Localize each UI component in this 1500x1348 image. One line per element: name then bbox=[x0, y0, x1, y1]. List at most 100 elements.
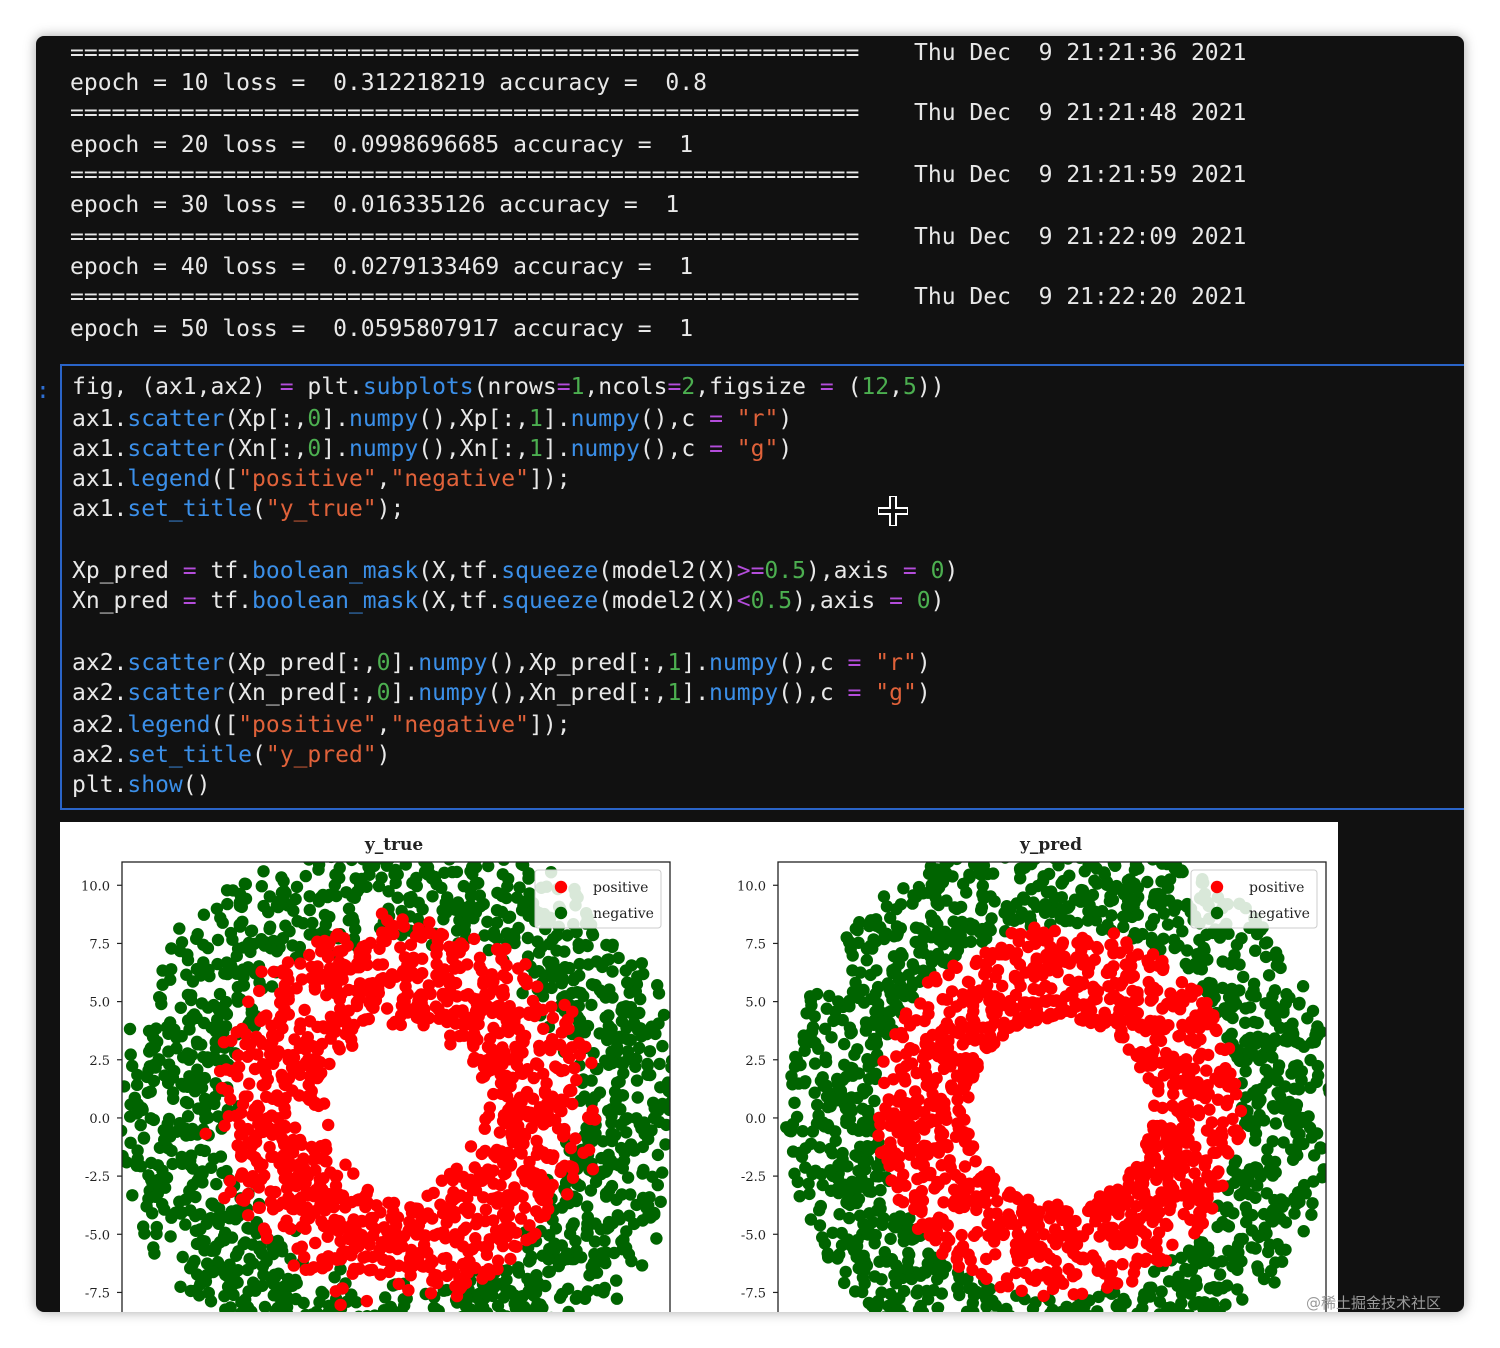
scatter-point-negative bbox=[1147, 912, 1161, 926]
scatter-point-negative bbox=[179, 1218, 192, 1231]
code-line[interactable]: ax2.set_title("y_pred") bbox=[72, 742, 391, 768]
scatter-point-positive bbox=[1067, 1288, 1080, 1301]
scatter-point-positive bbox=[1047, 1009, 1061, 1022]
code-line[interactable]: ax1.scatter(Xn[:,0].numpy(),Xn[:,1].nump… bbox=[72, 436, 793, 462]
scatter-point-positive bbox=[322, 1188, 336, 1201]
scatter-point-negative bbox=[126, 1059, 139, 1073]
scatter-point-positive bbox=[481, 1163, 495, 1176]
scatter-point-positive bbox=[307, 1153, 320, 1167]
code-line[interactable]: ax2.legend(["positive","negative"]); bbox=[72, 712, 571, 738]
scatter-point-positive bbox=[387, 1196, 401, 1210]
scatter-point-negative bbox=[635, 1259, 649, 1272]
scatter-point-negative bbox=[864, 968, 877, 982]
scatter-point-negative bbox=[142, 1169, 155, 1182]
scatter-point-positive bbox=[258, 1169, 271, 1182]
scatter-point-negative bbox=[826, 1226, 839, 1239]
scatter-point-negative bbox=[210, 902, 224, 915]
scatter-point-negative bbox=[256, 1260, 270, 1273]
scatter-point-negative bbox=[224, 926, 238, 940]
scatter-point-negative bbox=[1261, 1154, 1275, 1167]
scatter-point-positive bbox=[566, 1171, 580, 1184]
scatter-point-negative bbox=[897, 1284, 911, 1298]
scatter-point-negative bbox=[221, 1270, 234, 1283]
scatter-point-negative bbox=[286, 939, 299, 952]
scatter-point-positive bbox=[916, 1052, 930, 1065]
chart-title: y_true bbox=[364, 835, 424, 855]
scatter-point-negative bbox=[323, 910, 336, 924]
code-line[interactable]: Xn_pred = tf.boolean_mask(X,tf.squeeze(m… bbox=[72, 588, 945, 614]
scatter-point-positive bbox=[905, 1057, 919, 1070]
scatter-point-negative bbox=[1008, 914, 1021, 927]
scatter-point-negative bbox=[854, 966, 867, 979]
scatter-point-positive bbox=[495, 1087, 508, 1100]
scatter-point-positive bbox=[1128, 1014, 1141, 1027]
scatter-point-negative bbox=[1239, 1002, 1252, 1015]
scatter-point-positive bbox=[412, 1011, 425, 1025]
scatter-point-positive bbox=[1164, 987, 1177, 1000]
code-line[interactable]: Xp_pred = tf.boolean_mask(X,tf.squeeze(m… bbox=[72, 558, 959, 584]
scatter-point-negative bbox=[602, 1104, 615, 1117]
scatter-point-positive bbox=[895, 1068, 908, 1082]
scatter-point-positive bbox=[540, 1195, 554, 1209]
scatter-point-negative bbox=[588, 1091, 602, 1104]
scatter-point-negative bbox=[823, 989, 836, 1003]
scatter-point-negative bbox=[925, 878, 938, 892]
scatter-point-negative bbox=[289, 892, 302, 906]
scatter-point-negative bbox=[245, 1305, 258, 1312]
scatter-point-positive bbox=[558, 998, 571, 1012]
scatter-point-negative bbox=[976, 935, 989, 948]
scatter-point-negative bbox=[988, 835, 1000, 847]
scatter-point-positive bbox=[428, 1268, 441, 1282]
scatter-point-negative bbox=[855, 1172, 868, 1185]
scatter-point-positive bbox=[577, 1146, 590, 1159]
scatter-point-negative bbox=[331, 831, 343, 843]
scatter-point-negative bbox=[212, 1110, 225, 1123]
scatter-point-negative bbox=[1311, 1069, 1325, 1082]
scatter-point-negative bbox=[567, 1217, 580, 1230]
code-line[interactable]: plt.show() bbox=[72, 772, 211, 798]
scatter-point-negative bbox=[1239, 1065, 1252, 1078]
scatter-point-negative bbox=[661, 1076, 670, 1089]
scatter-point-negative bbox=[1145, 1281, 1158, 1294]
scatter-point-negative bbox=[800, 1007, 813, 1020]
scatter-point-negative bbox=[1215, 1255, 1229, 1268]
scatter-point-positive bbox=[1147, 981, 1161, 994]
scatter-point-negative bbox=[1260, 1076, 1273, 1089]
scatter-point-negative bbox=[805, 1035, 818, 1049]
scatter-point-positive bbox=[1226, 1112, 1239, 1126]
scatter-point-negative bbox=[391, 891, 404, 904]
scatter-point-negative bbox=[150, 1227, 163, 1241]
scatter-point-negative bbox=[309, 839, 321, 851]
scatter-point-negative bbox=[1102, 840, 1114, 852]
scatter-point-negative bbox=[275, 1240, 288, 1254]
scatter-point-positive bbox=[508, 1239, 521, 1253]
scatter-point-negative bbox=[1305, 1208, 1318, 1221]
scatter-point-positive bbox=[467, 932, 481, 946]
scatter-point-positive bbox=[1210, 1024, 1223, 1038]
scatter-point-positive bbox=[558, 1159, 571, 1172]
code-line[interactable]: ax2.scatter(Xn_pred[:,0].numpy(),Xn_pred… bbox=[72, 680, 931, 706]
scatter-point-negative bbox=[635, 957, 648, 970]
scatter-point-negative bbox=[185, 1149, 198, 1162]
scatter-point-negative bbox=[967, 919, 980, 932]
scatter-point-positive bbox=[334, 1298, 347, 1312]
scatter-point-negative bbox=[334, 1263, 347, 1276]
code-line[interactable]: fig, (ax1,ax2) = plt.subplots(nrows=1,nc… bbox=[72, 374, 945, 400]
code-cell[interactable]: fig, (ax1,ax2) = plt.subplots(nrows=1,nc… bbox=[60, 364, 1464, 810]
scatter-point-negative bbox=[1224, 1029, 1237, 1042]
scatter-points bbox=[780, 835, 1326, 1312]
scatter-point-negative bbox=[602, 1019, 615, 1033]
scatter-point-positive bbox=[997, 1228, 1010, 1242]
scatter-point-negative bbox=[1274, 961, 1287, 975]
scatter-point-negative bbox=[1078, 865, 1091, 878]
code-line[interactable]: ax2.scatter(Xp_pred[:,0].numpy(),Xp_pred… bbox=[72, 650, 931, 676]
scatter-point-positive bbox=[546, 1011, 560, 1025]
scatter-point-negative bbox=[1111, 841, 1123, 853]
code-line[interactable]: ax1.scatter(Xp[:,0].numpy(),Xp[:,1].nump… bbox=[72, 406, 793, 432]
code-line[interactable]: ax1.legend(["positive","negative"]); bbox=[72, 466, 571, 492]
scatter-point-negative bbox=[873, 1197, 886, 1210]
scatter-point-negative bbox=[543, 1229, 556, 1242]
scatter-point-positive bbox=[305, 1140, 318, 1154]
code-line[interactable]: ax1.set_title("y_true"); bbox=[72, 496, 405, 522]
scatter-point-positive bbox=[402, 1284, 415, 1297]
